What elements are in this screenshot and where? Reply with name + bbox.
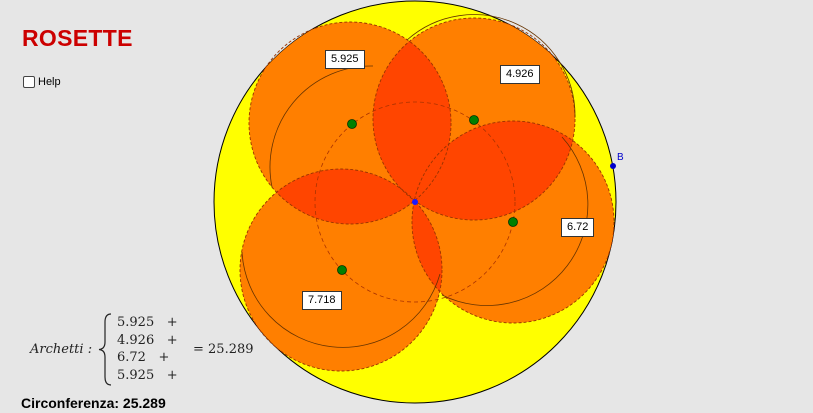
point-b[interactable] [610,163,616,169]
formula-term-1: 5.925 + [117,315,178,330]
petal-value-label-4[interactable]: 7.718 [302,291,342,310]
petal-value-label-3[interactable]: 6.72 [561,218,595,237]
help-label: Help [38,76,61,88]
point-b-label: B [617,152,624,163]
formula-result: = 25.289 [193,342,254,357]
petal-center-point-4[interactable] [337,265,347,275]
formula-label: Archetti : [30,342,93,357]
overlap-1-2 [373,22,451,220]
page-title: ROSETTE [22,25,133,51]
formula-term-4: 5.925 + [117,367,178,383]
petal-center-point-3[interactable] [508,217,518,227]
checkbox-box[interactable] [23,76,35,88]
guide-circle [314,101,516,303]
petal-value-label-1[interactable]: 5.925 [325,50,365,69]
help-checkbox[interactable]: Help [23,76,61,88]
center-point[interactable] [412,199,418,205]
circonferenza-text: Circonferenza: 25.289 [21,395,166,411]
left-brace [98,313,112,386]
formula-term-3: 6.72 + [117,350,170,365]
petal-outlines [239,17,615,372]
formula-term-2: 4.926 + [117,332,178,348]
petal-center-point-2[interactable] [469,115,479,125]
archetti-formula[interactable]: Archetti : 5.925 + 4.926 + 6.72 + 5.925 + = … [30,312,270,387]
petal-value-label-2[interactable]: 4.926 [500,65,540,84]
petal-center-point-1[interactable] [347,119,357,129]
formula-terms: 5.925 + 4.926 + 6.72 + 5.925 + [117,314,182,384]
